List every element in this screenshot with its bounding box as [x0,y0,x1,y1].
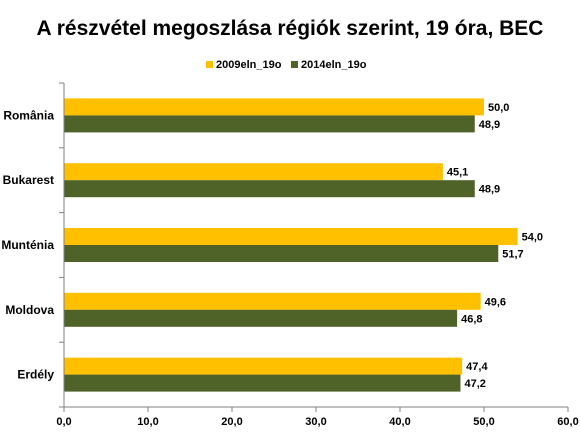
data-label: 47,2 [464,378,485,390]
data-label: 54,0 [522,232,543,244]
legend-label-1: 2009eln_19o [216,59,282,71]
data-label: 50,0 [488,102,509,114]
bar-2009eln_19o-Moldova [64,292,481,310]
bar-2014eln_19o-Moldova [64,309,458,327]
category-label: Erdély [17,368,54,382]
bar-2014eln_19o-Munténia [64,245,499,262]
category-label: Bukarest [3,173,54,187]
x-tick-label: 10,0 [137,416,158,428]
bar-2009eln_19o-Erdély [64,357,463,375]
data-label: 49,6 [485,296,506,308]
bar-2014eln_19o-Bukarest [64,180,475,198]
category-label: Moldova [5,303,54,317]
data-label: 45,1 [447,167,468,179]
plot-area: România 50,0 48,9 Bukarest 45,1 48,9 Munténia 5… [1,82,543,408]
legend: 2009eln_19o 2014eln_19o [206,59,367,71]
data-label: 51,7 [502,249,523,261]
bar-2009eln_19o-România [64,98,484,116]
x-tick-label: 50,0 [473,416,494,428]
data-label: 48,9 [479,184,500,196]
x-axis: 0,0 10,0 20,0 30,0 40,0 50,0 60,0 [56,83,579,428]
data-label: 47,4 [466,361,488,373]
bar-2014eln_19o-România [64,115,475,133]
chart-title: A részvétel megoszlása régiók szerint, 1… [37,17,544,40]
data-label: 48,9 [479,119,500,131]
x-tick-label: 30,0 [305,416,326,428]
category-label: Munténia [1,238,54,252]
x-tick-label: 0,0 [56,416,71,428]
bar-2014eln_19o-Erdély [64,374,461,392]
x-tick-label: 20,0 [221,416,242,428]
bar-2009eln_19o-Munténia [64,228,518,245]
legend-swatch-2 [291,61,298,68]
bar-2009eln_19o-Bukarest [64,163,443,181]
x-tick-label: 40,0 [389,416,410,428]
data-label: 46,8 [461,313,482,325]
category-label: România [3,108,54,122]
legend-label-2: 2014eln_19o [301,59,367,71]
x-tick-label: 60,0 [557,416,578,428]
legend-swatch-1 [206,61,213,68]
